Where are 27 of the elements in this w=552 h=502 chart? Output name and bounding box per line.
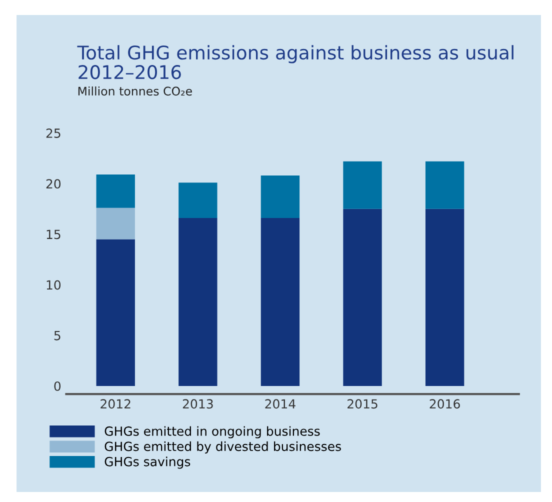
legend-label: GHGs emitted by divested businesses	[104, 441, 341, 454]
bar	[96, 174, 135, 208]
y-tick-label: 0	[54, 381, 61, 391]
legend-label: GHGs emitted in ongoing business	[104, 426, 320, 438]
y-tick-label: 20	[46, 179, 61, 189]
bar	[96, 239, 135, 386]
y-axis-title: Million tonnes CO₂e	[78, 86, 192, 96]
x-tick-label: 2016	[430, 399, 460, 409]
bar	[425, 161, 464, 209]
x-tick-label: 2014	[265, 399, 296, 409]
x-tick-label: 2012	[100, 399, 130, 409]
bar	[260, 218, 300, 386]
bar	[178, 218, 218, 386]
bar	[343, 208, 382, 386]
chart-title: Total GHG emissions against business as usual 2012–2016	[77, 45, 514, 80]
bar	[178, 182, 218, 218]
bar	[343, 161, 382, 209]
legend-label: GHGs savings	[104, 456, 190, 469]
bar	[425, 208, 464, 386]
y-tick-label: 25	[46, 128, 60, 138]
bar	[96, 208, 135, 240]
y-tick-label: 5	[54, 331, 60, 340]
y-tick-label: 10	[46, 280, 61, 290]
x-tick-label: 2013	[182, 399, 213, 409]
y-tick-label: 15	[46, 230, 60, 240]
x-tick-label: 2015	[348, 399, 378, 409]
bar	[260, 176, 300, 218]
